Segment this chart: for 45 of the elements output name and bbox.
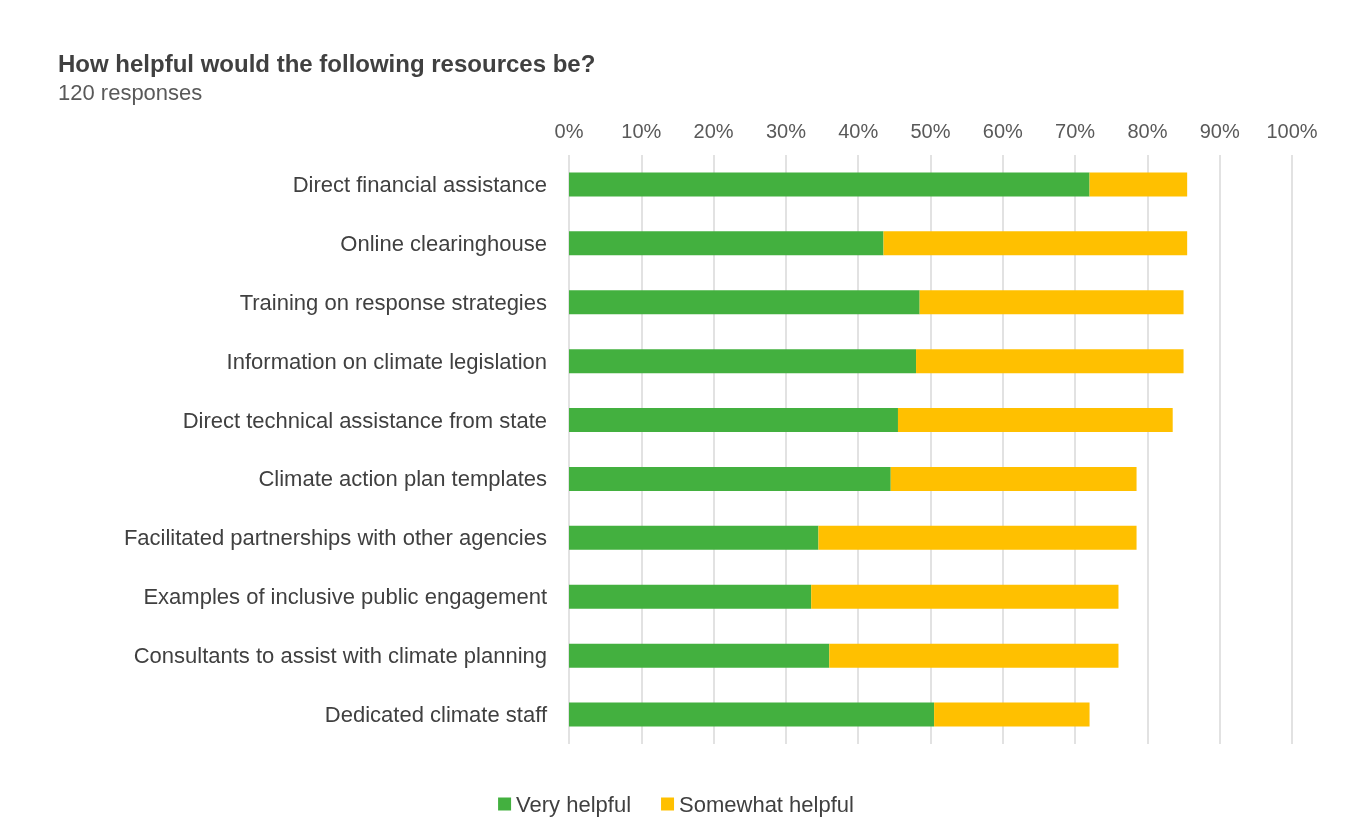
text: How helpful would the following resources be? [58,49,596,77]
bar [890,466,1137,491]
bar [1089,172,1188,197]
bar [569,643,830,668]
y-tick-label: Facilitated partnerships with other agencies [123,525,547,551]
bar [569,172,1090,197]
bar [829,643,1119,668]
x-tick-label: 10% [621,120,662,142]
bar [916,349,1184,374]
y-tick-label: Online clearinghouse [340,230,547,256]
legend-label: Somewhat helpful [679,791,854,817]
y-tick-label: Direct financial assistance [292,171,547,197]
x-tick-label: 40% [838,120,879,142]
legend-label: Very helpful [516,791,632,817]
x-tick-label: 30% [765,120,807,142]
text: 120 responses [58,79,203,105]
bar [569,231,884,256]
bar [569,349,917,374]
bar [883,231,1188,256]
bar [919,290,1184,315]
y-tick-label: Examples of inclusive public engagement [143,584,547,610]
x-tick-label: 20% [693,120,734,142]
bar [934,702,1090,727]
x-tick-label: 70% [1055,120,1096,142]
bar [811,584,1119,609]
y-tick-label: Direct technical assistance from state [182,407,547,433]
y-tick-label: Consultants to assist with climate planning [133,643,547,669]
x-tick-label: 0% [554,120,584,142]
x-tick-label: 50% [910,120,951,142]
x-tick-label: 100% [1266,120,1318,142]
bar [569,408,898,433]
bar [897,408,1173,433]
y-tick-label: Training on response strategies [239,289,547,315]
bar [569,466,891,491]
bar [818,525,1137,550]
x-tick-label: 80% [1127,120,1168,142]
y-tick-label: Dedicated climate staff [324,702,548,728]
y-tick-label: Climate action plan templates [258,466,547,492]
bar [569,525,819,550]
bar [569,290,920,315]
y-tick-label: Information on climate legislation [226,348,547,374]
bar [569,702,935,727]
bar [569,584,812,609]
x-tick-label: 90% [1199,120,1240,142]
x-tick-label: 60% [982,120,1024,142]
